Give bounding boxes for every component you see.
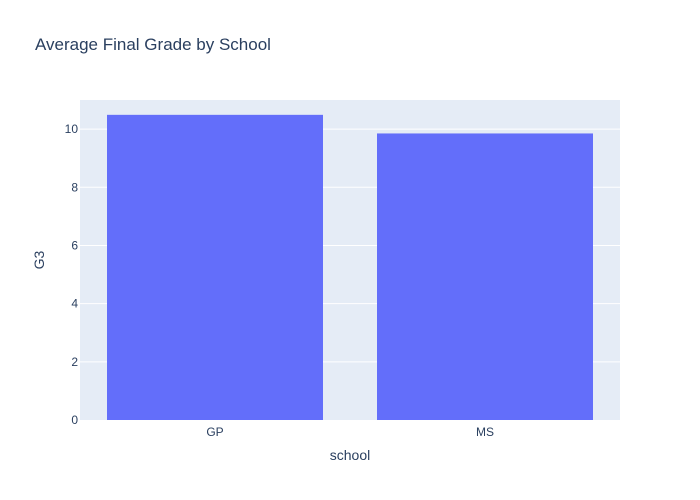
x-tick-label: GP bbox=[206, 425, 223, 439]
y-tick-label: 10 bbox=[65, 122, 79, 136]
y-tick-label: 2 bbox=[71, 355, 78, 369]
bars bbox=[107, 114, 593, 421]
y-tick-label: 0 bbox=[71, 413, 78, 427]
chart-title: Average Final Grade by School bbox=[35, 35, 271, 54]
bar-ms[interactable] bbox=[377, 133, 593, 421]
x-tick-label: MS bbox=[476, 425, 494, 439]
y-tick-labels: 0 2 4 6 8 10 bbox=[65, 122, 79, 427]
x-tick-labels: GP MS bbox=[206, 425, 494, 439]
x-axis-title: school bbox=[330, 447, 370, 463]
y-tick-label: 6 bbox=[71, 238, 78, 252]
bar-gp[interactable] bbox=[107, 114, 323, 420]
y-tick-label: 8 bbox=[71, 180, 78, 194]
y-tick-label: 4 bbox=[71, 297, 78, 311]
y-axis-title: G3 bbox=[31, 250, 47, 269]
